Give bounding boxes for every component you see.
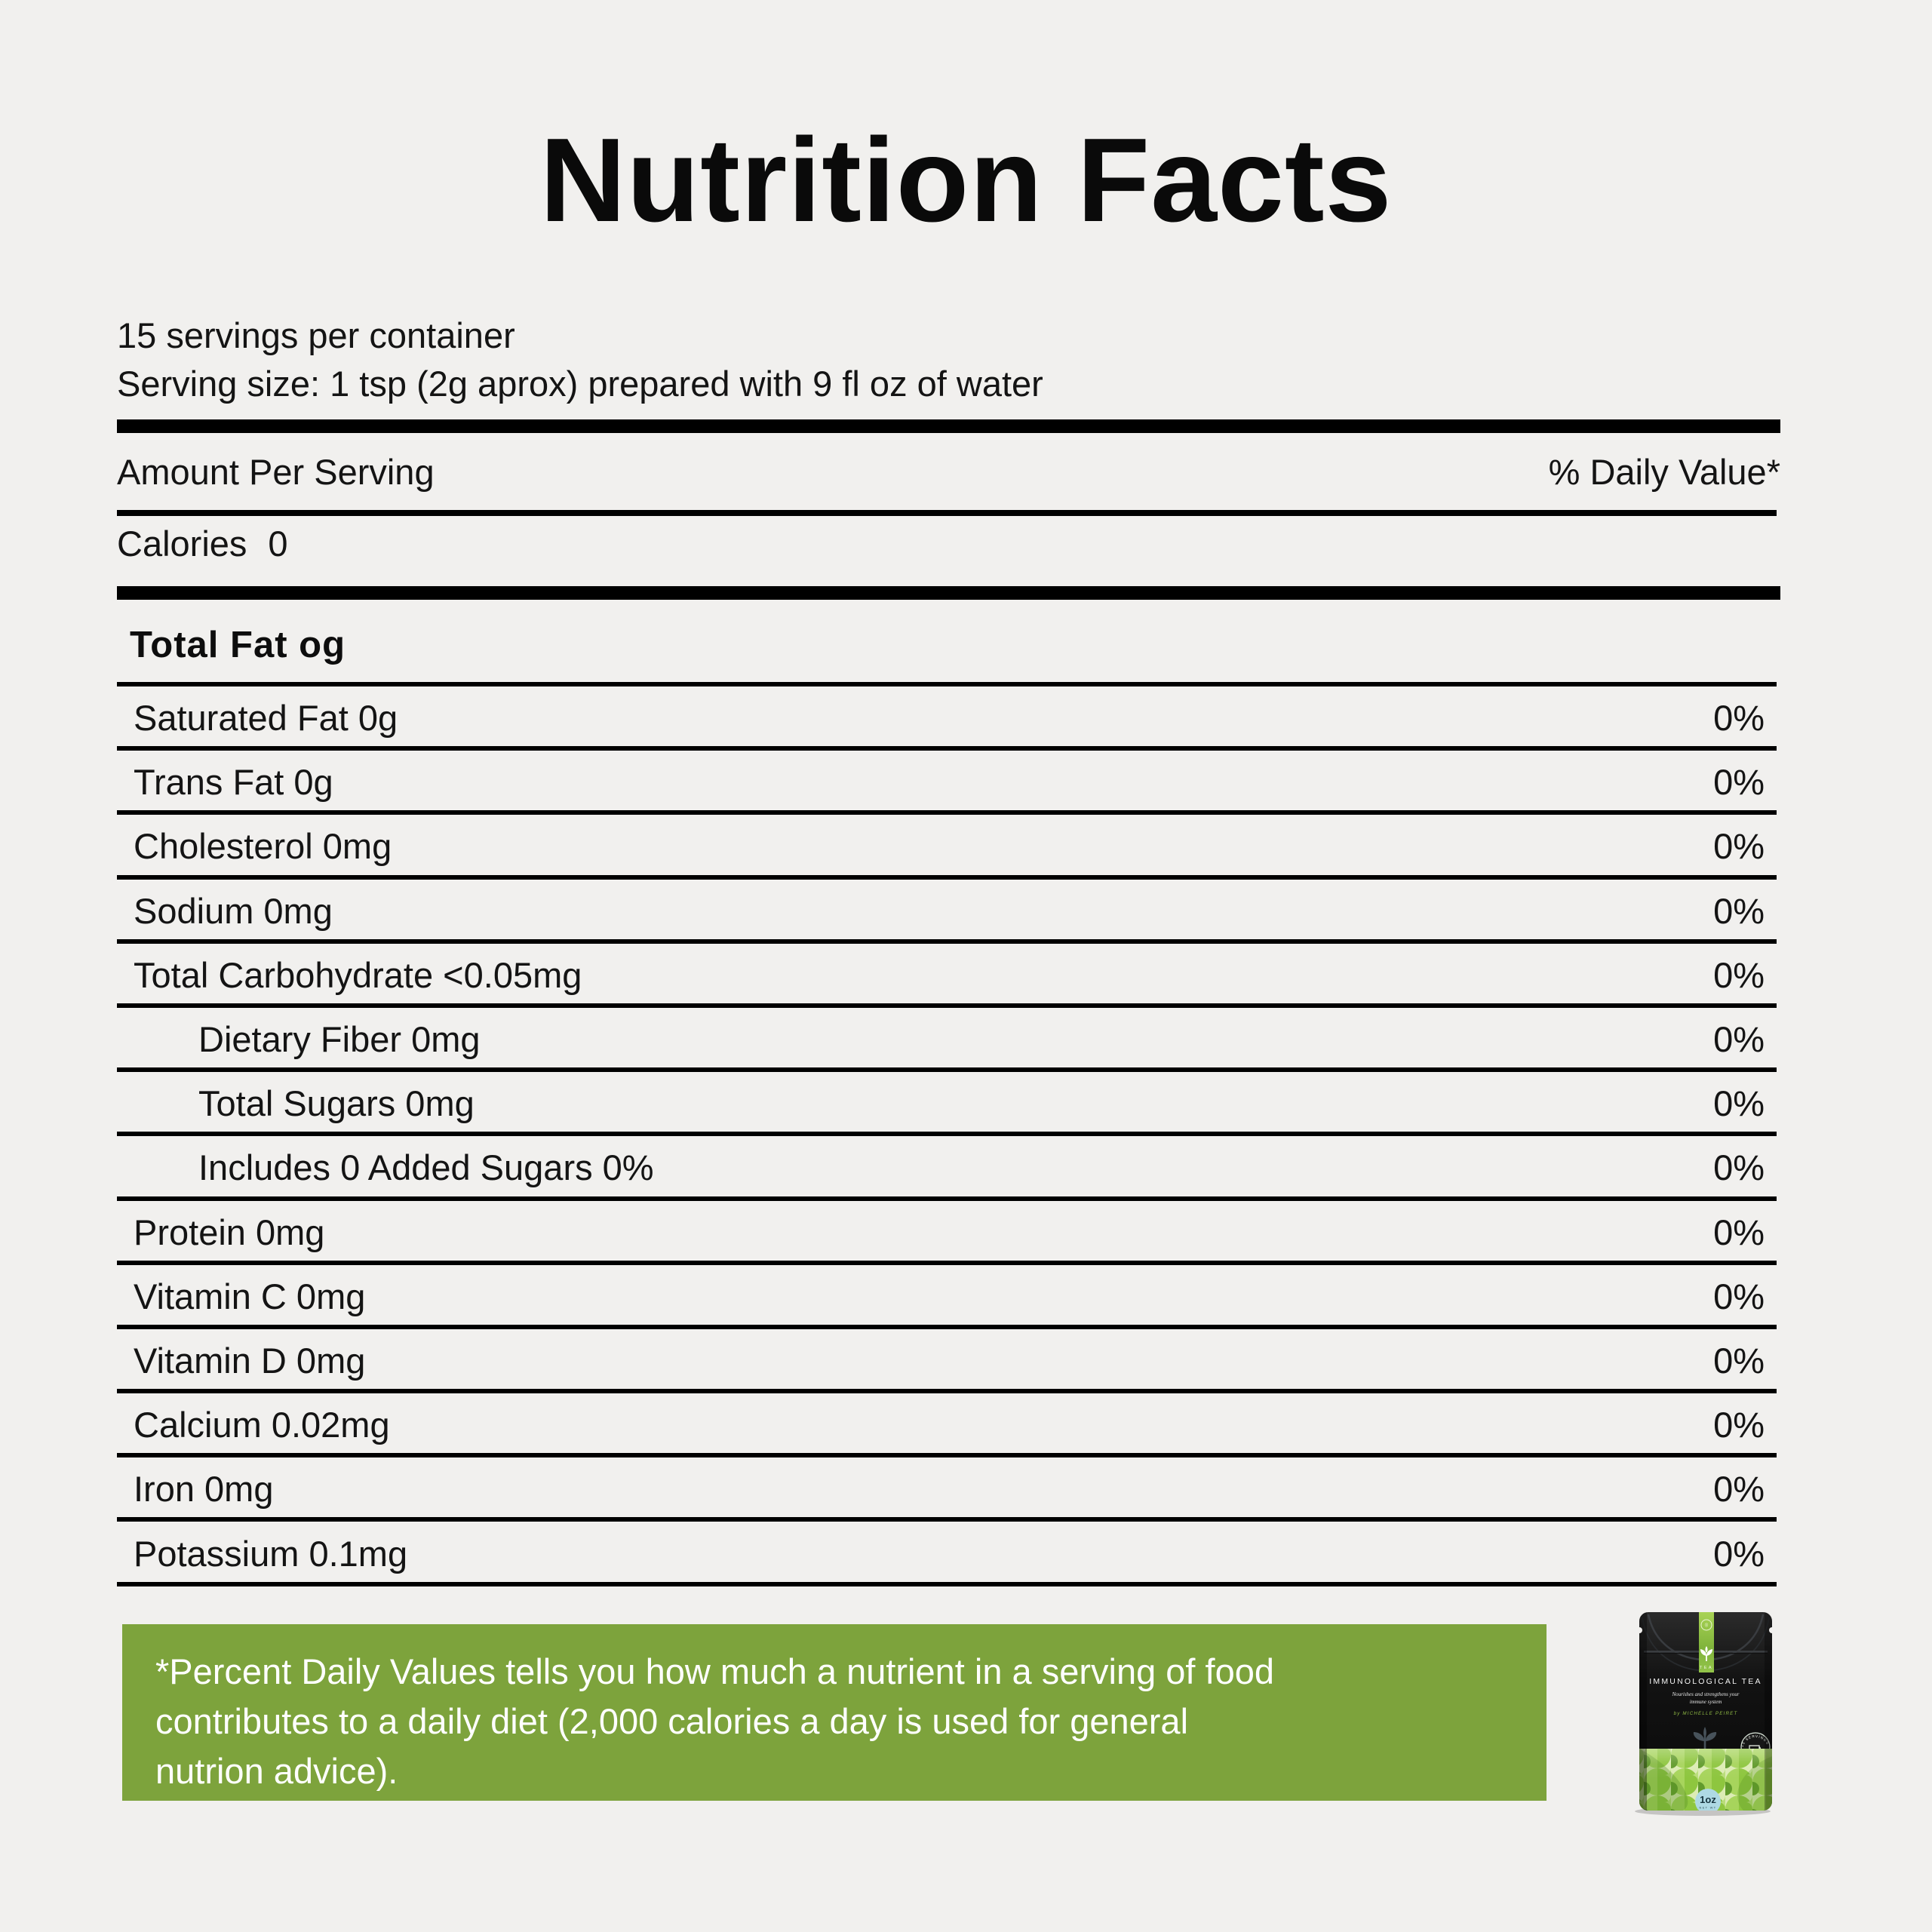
calories-value: 0 xyxy=(268,524,288,564)
total-fat-heading: Total Fat og xyxy=(130,625,346,665)
nutrition-row: Potassium 0.1mg 0% xyxy=(117,1522,1777,1586)
nutrition-row: Iron 0mg 0% xyxy=(117,1457,1777,1522)
daily-value-percent: 0% xyxy=(1713,890,1765,931)
nutrient-label: Total Carbohydrate <0.05mg xyxy=(134,954,582,995)
nutrition-row: Sodium 0mg 0% xyxy=(117,880,1777,944)
nutrient-label: Total Sugars 0mg xyxy=(198,1083,475,1124)
daily-value-header: % Daily Value* xyxy=(1548,452,1780,492)
footnote-box: *Percent Daily Values tells you how much… xyxy=(122,1624,1547,1801)
daily-value-percent: 0% xyxy=(1713,698,1765,739)
daily-value-percent: 0% xyxy=(1713,762,1765,803)
net-weight: 1oz xyxy=(1700,1794,1716,1805)
pouch-body: ® TEA IMMUNOLOGICAL TEA Nourishes and st… xyxy=(1636,1612,1775,1811)
net-weight-badge: 1oz NET WT xyxy=(1695,1789,1721,1811)
nutrient-label: Vitamin D 0mg xyxy=(134,1340,366,1381)
daily-value-percent: 0% xyxy=(1713,1083,1765,1124)
nutrition-row: Total Carbohydrate <0.05mg 0% xyxy=(117,944,1777,1008)
footnote-line: *Percent Daily Values tells you how much… xyxy=(155,1651,1275,1691)
daily-value-percent: 0% xyxy=(1713,1147,1765,1188)
table-header-row: Amount Per Serving % Daily Value* xyxy=(117,451,1780,493)
daily-value-percent: 0% xyxy=(1713,826,1765,867)
daily-value-percent: 0% xyxy=(1713,1212,1765,1252)
daily-value-percent: 0% xyxy=(1713,1276,1765,1316)
sprout-leaf-icon xyxy=(1693,1727,1717,1749)
product-pouch-image: ® TEA IMMUNOLOGICAL TEA Nourishes and st… xyxy=(1635,1612,1775,1816)
nutrient-label: Saturated Fat 0g xyxy=(134,698,398,739)
daily-value-percent: 0% xyxy=(1713,954,1765,995)
page-title: Nutrition Facts xyxy=(539,114,1393,247)
calories-row: Calories 0 xyxy=(117,523,288,564)
product-tagline-line1: Nourishes and strengthens your xyxy=(1672,1691,1740,1697)
brand-strip: ® TEA xyxy=(1699,1612,1714,1672)
nutrient-label: Vitamin C 0mg xyxy=(134,1276,366,1316)
pouch-notch-left xyxy=(1636,1627,1642,1633)
pouch-notch-right xyxy=(1769,1627,1775,1633)
amount-per-serving-label: Amount Per Serving xyxy=(117,452,435,492)
daily-value-percent: 0% xyxy=(1713,1019,1765,1060)
serving-size: Serving size: 1 tsp (2g aprox) prepared … xyxy=(117,364,1043,404)
nutrition-row: Calcium 0.02mg 0% xyxy=(117,1393,1777,1458)
nutrient-label: Protein 0mg xyxy=(134,1212,325,1252)
daily-value-percent: 0% xyxy=(1713,1469,1765,1510)
product-name: IMMUNOLOGICAL TEA xyxy=(1649,1677,1762,1686)
nutrition-row: Dietary Fiber 0mg 0% xyxy=(117,1008,1777,1073)
calories-label: Calories xyxy=(117,524,247,564)
daily-value-percent: 0% xyxy=(1713,1533,1765,1574)
nutrient-label: Iron 0mg xyxy=(134,1469,274,1510)
brand-logo-mark: ® xyxy=(1705,1623,1709,1629)
nutrition-rows: Saturated Fat 0g 0% Trans Fat 0g 0% Chol… xyxy=(117,686,1777,1586)
nutrition-row: Vitamin C 0mg 0% xyxy=(117,1265,1777,1329)
brand-logo-circle xyxy=(1700,1619,1712,1631)
nutrient-label: Potassium 0.1mg xyxy=(134,1533,408,1574)
nutrition-row: Protein 0mg 0% xyxy=(117,1201,1777,1265)
nutrition-row: Vitamin D 0mg 0% xyxy=(117,1329,1777,1394)
strip-tea-label: TEA xyxy=(1700,1666,1713,1670)
nutrient-label: Trans Fat 0g xyxy=(134,762,333,803)
strip-leaf-icon xyxy=(1700,1646,1712,1661)
daily-value-percent: 0% xyxy=(1713,1340,1765,1381)
nutrient-label: Calcium 0.02mg xyxy=(134,1405,390,1445)
nutrient-label: Dietary Fiber 0mg xyxy=(198,1019,481,1060)
product-tagline-line2: immune system xyxy=(1690,1699,1722,1705)
header-divider xyxy=(117,510,1777,516)
thick-divider-top xyxy=(117,419,1780,433)
nutrient-label: Includes 0 Added Sugars 0% xyxy=(198,1147,654,1188)
servings-per-container: 15 servings per container xyxy=(117,315,515,355)
daily-value-percent: 0% xyxy=(1713,1405,1765,1445)
nutrition-row: Includes 0 Added Sugars 0% 0% xyxy=(117,1136,1777,1201)
serving-info: 15 servings per container Serving size: … xyxy=(117,312,1043,408)
footnote-line: nutrion advice). xyxy=(155,1751,398,1791)
total-fat-divider xyxy=(117,682,1777,686)
thick-divider-calories xyxy=(117,586,1780,600)
nutrition-row: Total Sugars 0mg 0% xyxy=(117,1072,1777,1137)
nutrition-row: Cholesterol 0mg 0% xyxy=(117,815,1777,880)
net-weight-label: NET WT xyxy=(1700,1807,1717,1810)
product-byline: by MICHELLE PEIRET xyxy=(1674,1711,1738,1716)
nutrient-label: Sodium 0mg xyxy=(134,890,333,931)
footnote-line: contributes to a daily diet (2,000 calor… xyxy=(155,1701,1189,1741)
nutrition-row: Saturated Fat 0g 0% xyxy=(117,686,1777,751)
nutrition-row: Trans Fat 0g 0% xyxy=(117,751,1777,815)
nutrient-label: Cholesterol 0mg xyxy=(134,826,392,867)
